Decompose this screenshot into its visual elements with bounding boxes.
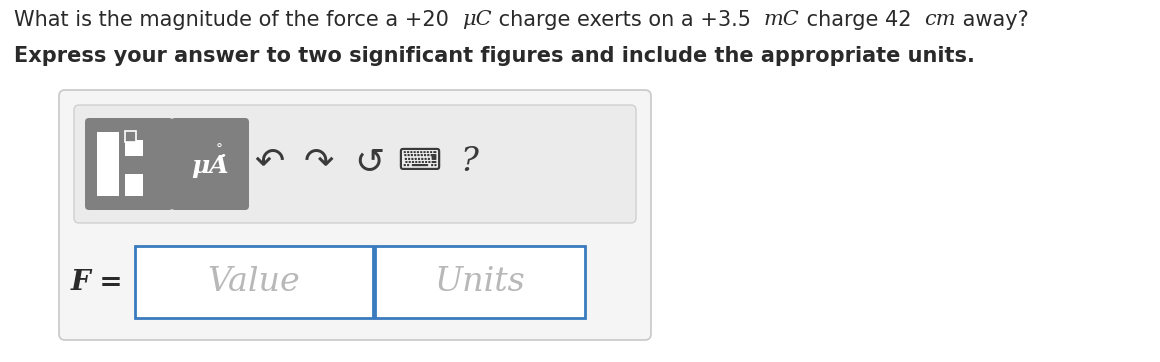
FancyBboxPatch shape (135, 246, 374, 318)
Text: F =: F = (71, 269, 123, 295)
FancyBboxPatch shape (85, 118, 173, 210)
Bar (125, 140, 143, 156)
Text: cm: cm (925, 10, 956, 29)
Text: °: ° (216, 143, 223, 157)
Text: ↶: ↶ (254, 145, 284, 179)
Text: μC: μC (462, 10, 492, 29)
Bar (97, 132, 119, 196)
Text: Express your answer to two significant figures and include the appropriate units: Express your answer to two significant f… (14, 46, 974, 66)
Text: What is the magnitude of the force a +20: What is the magnitude of the force a +20 (14, 10, 462, 30)
Text: ⌨: ⌨ (397, 147, 441, 177)
Bar (125, 174, 143, 196)
Text: ↷: ↷ (304, 145, 334, 179)
Text: ↺: ↺ (354, 145, 384, 179)
Text: charge 42: charge 42 (799, 10, 925, 30)
Text: charge exerts on a +3.5: charge exerts on a +3.5 (492, 10, 764, 30)
Text: Value: Value (208, 266, 300, 298)
Text: μȦ: μȦ (191, 154, 229, 178)
FancyBboxPatch shape (59, 90, 651, 340)
Text: mC: mC (764, 10, 799, 29)
FancyBboxPatch shape (74, 105, 636, 223)
Text: away?: away? (956, 10, 1029, 30)
FancyBboxPatch shape (375, 246, 585, 318)
FancyBboxPatch shape (171, 118, 249, 210)
Text: ?: ? (461, 146, 478, 178)
Text: Units: Units (435, 266, 525, 298)
Bar (125, 131, 136, 142)
